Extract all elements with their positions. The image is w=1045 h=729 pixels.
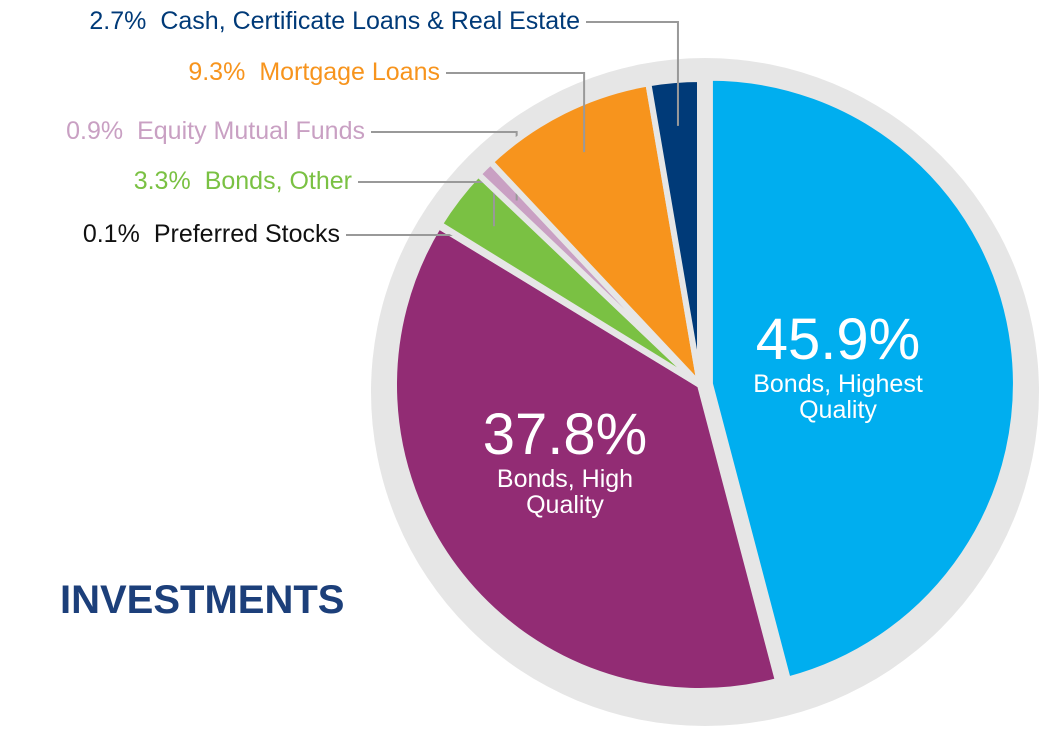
slice-value-label: 9.3% <box>188 58 245 86</box>
pie-slice <box>645 76 703 388</box>
slice-value-label: 0.9% <box>66 117 123 145</box>
slice-name-label: Cash, Certificate Loans & Real Estate <box>160 7 580 35</box>
slice-label: 37.8% Bonds, High Quality <box>415 402 715 520</box>
slice-name-label: Preferred Stocks <box>154 220 340 248</box>
leader-line <box>586 21 679 126</box>
slice-name-label: Equity Mutual Funds <box>137 117 365 145</box>
slice-label: 9.3% Mortgage Loans <box>188 58 440 86</box>
slice-value-label: 37.8% <box>482 402 648 467</box>
pie-slice <box>487 80 703 388</box>
slice-label: 0.1% Preferred Stocks <box>83 220 340 248</box>
slice-value-label: 3.3% <box>134 167 191 195</box>
pie-slice <box>391 222 781 694</box>
pie-slice <box>706 74 1019 683</box>
slice-value-label: 45.9% <box>755 307 921 372</box>
slice-label: 0.9% Equity Mutual Funds <box>66 117 365 145</box>
slice-name-label: Bonds, High Quality <box>496 464 634 520</box>
slice-name-label: Bonds, Other <box>205 167 352 195</box>
slice-label: 2.7% Cash, Certificate Loans & Real Estat… <box>89 7 580 35</box>
slice-value-label: 0.1% <box>83 220 140 248</box>
slice-label: 3.3% Bonds, Other <box>134 167 352 195</box>
leader-line <box>446 72 586 153</box>
slice-name-label: Mortgage Loans <box>259 58 440 86</box>
slice-name-label: Bonds, Highest Quality <box>753 369 923 425</box>
slice-value-label: 2.7% <box>89 7 146 35</box>
chart-title: INVESTMENTS <box>60 578 345 622</box>
slice-label: 45.9% Bonds, Highest Quality <box>688 307 988 425</box>
